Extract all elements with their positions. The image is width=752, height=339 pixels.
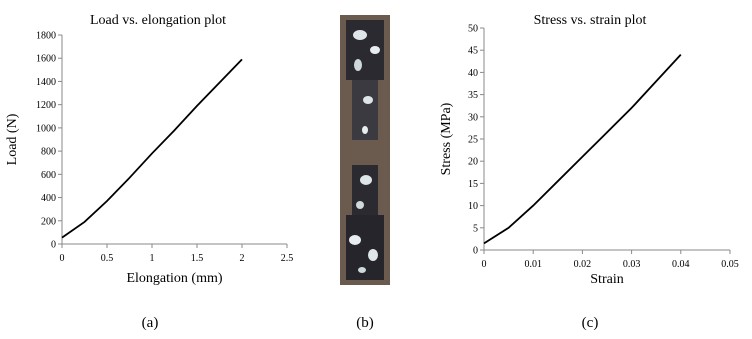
x-axis-label: Strain <box>590 272 623 287</box>
y-tick-label: 25 <box>468 135 478 146</box>
y-tick-label: 1400 <box>36 77 56 88</box>
x-tick-label: 0.02 <box>574 259 592 270</box>
x-tick-label: 2.5 <box>281 253 294 264</box>
x-tick-label: 0.05 <box>721 259 739 270</box>
y-tick-label: 0 <box>473 246 478 257</box>
data-line <box>61 58 243 239</box>
y-tick-label: 5 <box>473 223 478 234</box>
y-tick-label: 20 <box>468 157 478 168</box>
x-tick-label: 1.5 <box>191 253 204 264</box>
x-tick-label: 0.5 <box>101 253 114 264</box>
x-tick-label: 1 <box>150 253 155 264</box>
y-tick-label: 35 <box>468 90 478 101</box>
y-tick-label: 30 <box>468 112 478 123</box>
y-tick-label: 40 <box>468 68 478 79</box>
x-tick-label: 0.03 <box>623 259 641 270</box>
y-tick-label: 1600 <box>36 54 56 65</box>
x-tick-label: 2 <box>240 253 245 264</box>
y-tick-label: 10 <box>468 201 478 212</box>
x-tick-label: 0 <box>60 253 65 264</box>
chart-title: Load vs. elongation plot <box>90 13 226 28</box>
y-tick-label: 800 <box>41 147 56 158</box>
caption: (b) <box>356 315 374 331</box>
y-tick-label: 1200 <box>36 100 56 111</box>
specimen-photo <box>340 15 390 285</box>
y-tick-label: 1800 <box>36 31 56 42</box>
x-tick-label: 0 <box>482 259 487 270</box>
y-tick-label: 400 <box>41 193 56 204</box>
caption: (c) <box>582 315 599 331</box>
y-axis-label: Load (N) <box>5 113 20 165</box>
y-tick-label: 600 <box>41 170 56 181</box>
data-line <box>483 54 682 245</box>
x-tick-label: 0.01 <box>524 259 542 270</box>
y-tick-label: 15 <box>468 179 478 190</box>
x-tick-label: 0.04 <box>672 259 690 270</box>
caption: (a) <box>142 315 159 331</box>
y-axis-label: Stress (MPa) <box>439 102 454 175</box>
y-tick-label: 50 <box>468 24 478 35</box>
x-axis-label: Elongation (mm) <box>126 271 222 286</box>
chart-title: Stress vs. strain plot <box>534 13 647 28</box>
y-tick-label: 45 <box>468 46 478 57</box>
y-tick-label: 200 <box>41 216 56 227</box>
y-tick-label: 0 <box>51 240 56 251</box>
y-tick-label: 1000 <box>36 123 56 134</box>
